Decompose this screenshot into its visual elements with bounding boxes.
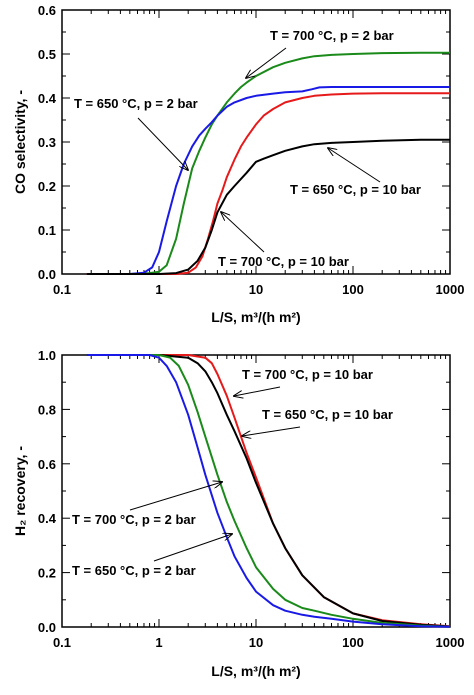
annotation-arrow (242, 426, 301, 436)
x-tick-label: 1 (155, 635, 162, 650)
y-tick-label: 0.0 (38, 267, 56, 282)
annotation-label: T = 650 °C, p = 2 bar (74, 96, 198, 111)
y-tick-labels: 0.0 0.1 0.2 0.3 0.4 0.5 0.6 (38, 3, 57, 282)
x-tick-marks (61, 10, 447, 274)
series-line (86, 138, 450, 275)
y-tick-label: 0.2 (38, 179, 56, 194)
x-tick-label: 0.1 (53, 635, 71, 650)
y-tick-marks (62, 9, 450, 275)
y-tick-labels: 0.0 0.2 0.4 0.6 0.8 1.0 (38, 348, 57, 635)
series-line (86, 354, 451, 628)
y-tick-label: 0.4 (38, 91, 57, 106)
x-tick-label: 10 (249, 635, 263, 650)
x-tick-label: 100 (342, 635, 364, 650)
annotation-label: T = 650 °C, p = 10 bar (262, 407, 393, 422)
series-line (86, 51, 450, 275)
y-tick-label: 0.1 (38, 223, 56, 238)
y-tick-label: 0.4 (38, 511, 57, 526)
x-tick-label: 1 (155, 282, 162, 297)
plot-frame (61, 354, 451, 628)
y-tick-label: 1.0 (38, 348, 56, 363)
annotation-label: T = 700 °C, p = 2 bar (72, 512, 196, 527)
annotation-arrow (137, 117, 188, 170)
y-tick-label: 0.6 (38, 3, 56, 18)
annotation-arrow (234, 386, 281, 396)
x-tick-labels: 0.1 1 10 100 1000 (53, 282, 465, 297)
x-axis-title: L/S, m³/(h m²) (211, 309, 300, 325)
annotation-label: T = 650 °C, p = 2 bar (72, 563, 196, 578)
y-tick-label: 0.6 (38, 457, 56, 472)
y-axis-title: CO selectivity, - (12, 90, 28, 194)
annotation-label: T = 700 °C, p = 10 bar (242, 367, 373, 382)
annotation-arrow (328, 148, 381, 183)
series-group (86, 51, 450, 275)
annotation-arrow (246, 47, 287, 78)
y-tick-label: 0.0 (38, 620, 56, 635)
series-line (86, 86, 450, 275)
y-tick-label: 0.3 (38, 135, 56, 150)
annotation-arrow (129, 482, 222, 511)
x-tick-label: 1000 (436, 282, 465, 297)
x-tick-label: 0.1 (53, 282, 71, 297)
x-tick-marks (61, 355, 447, 627)
annotation-label: T = 700 °C, p = 2 bar (270, 28, 394, 43)
annotation-arrow (153, 534, 232, 562)
y-tick-label: 0.8 (38, 402, 56, 417)
series-line (86, 92, 450, 275)
plot-frame (61, 9, 451, 275)
series-line (86, 354, 451, 628)
annotation-arrow (221, 212, 265, 253)
series-line (86, 354, 451, 628)
annotation-label: T = 700 °C, p = 10 bar (218, 254, 349, 269)
y-tick-marks (62, 354, 450, 628)
series-group (86, 354, 451, 628)
annotation-label: T = 650 °C, p = 10 bar (290, 182, 421, 197)
y-tick-label: 0.2 (38, 566, 56, 581)
x-tick-label: 10 (249, 282, 263, 297)
x-tick-labels: 0.1 1 10 100 1000 (53, 635, 465, 650)
x-axis-title: L/S, m³/(h m²) (211, 663, 300, 679)
x-tick-label: 100 (342, 282, 364, 297)
series-line (86, 354, 451, 628)
h2-recovery-chart: 0.1 1 10 100 1000 0.0 0.2 0.4 0.6 0.8 1.0 L/S, m³… (12, 348, 464, 679)
y-tick-label: 0.5 (38, 47, 56, 62)
x-tick-label: 1000 (436, 635, 465, 650)
co-selectivity-chart: 0.1 1 10 100 1000 0.00.10.20.30.40.50.6 L/S,… (12, 3, 464, 325)
y-axis-title: H₂ recovery, - (12, 446, 28, 536)
